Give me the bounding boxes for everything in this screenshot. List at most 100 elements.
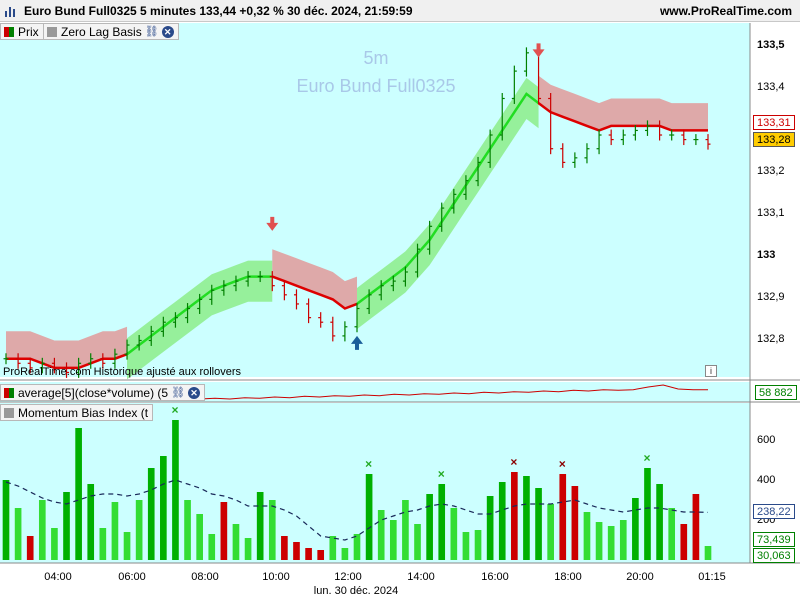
momentum-bar — [680, 524, 688, 560]
price-bar — [124, 339, 130, 360]
price-bar — [644, 120, 650, 136]
price-bar — [76, 357, 82, 378]
price-bar — [233, 275, 239, 292]
price-bar — [148, 325, 154, 346]
momentum-bar — [268, 500, 276, 560]
momentum-bar — [559, 474, 567, 560]
momentum-bar — [208, 534, 216, 560]
legend-momentum[interactable]: Momentum Bias Index (t — [0, 404, 154, 421]
momentum-bar — [135, 500, 143, 560]
site-name[interactable]: www.ProRealTime.com — [659, 4, 792, 18]
price-bar — [15, 353, 21, 369]
bull-band — [357, 77, 539, 330]
price-bar — [657, 120, 663, 141]
momentum-bar — [450, 508, 458, 560]
close-icon[interactable]: ✕ — [161, 25, 174, 38]
momentum-tick: 400 — [757, 474, 776, 486]
price-bar — [681, 129, 687, 146]
x-marker-icon: × — [510, 455, 517, 469]
price-bar — [306, 298, 312, 324]
momentum-bar — [692, 494, 700, 560]
price-bar — [390, 275, 396, 292]
price-tick: 133,5 — [757, 39, 785, 51]
momentum-bar — [402, 500, 409, 560]
price-bar — [209, 284, 215, 305]
momentum-bar — [511, 472, 518, 560]
price-bar — [620, 129, 626, 146]
momentum-bar — [256, 492, 264, 560]
price-bar — [596, 129, 602, 155]
momentum-bar — [305, 548, 312, 560]
momentum-bar — [438, 484, 446, 560]
price-bar — [366, 289, 372, 314]
momentum-bar — [474, 530, 482, 560]
momentum-bar — [26, 536, 34, 560]
price-tick: 133,4 — [757, 81, 785, 93]
watermark-timeframe: 5m — [363, 48, 389, 68]
price-bar — [669, 129, 675, 141]
price-bar — [705, 134, 711, 150]
legend-zero-lag[interactable]: Zero Lag Basis ⛓ ✕ — [43, 23, 179, 40]
momentum-bar — [389, 520, 397, 560]
last-price-tag: 133,28 — [753, 132, 795, 147]
price-tick: 132,8 — [757, 333, 785, 345]
price-bar — [3, 353, 9, 365]
price-bar — [693, 134, 699, 146]
momentum-bar — [656, 484, 663, 560]
price-bar — [548, 93, 554, 155]
green-red-square-icon — [4, 387, 14, 398]
price-bar — [632, 124, 638, 141]
time-tick: 01:15 — [698, 571, 726, 583]
legend-price[interactable]: Prix — [0, 23, 44, 40]
momentum-bar — [704, 546, 712, 560]
price-bar — [523, 47, 529, 77]
price-bar — [257, 271, 263, 283]
watermark-instrument: Euro Bund Full0325 — [296, 76, 456, 96]
price-bar — [354, 303, 360, 333]
link-icon[interactable]: ⛓ — [171, 387, 186, 399]
momentum-bar — [414, 524, 421, 560]
info-icon[interactable]: i — [705, 365, 717, 377]
price-bar — [427, 220, 433, 255]
close-icon[interactable]: ✕ — [188, 386, 201, 399]
momentum-bar — [51, 528, 58, 560]
price-bar — [185, 303, 191, 324]
price-layer — [3, 43, 711, 401]
price-bar — [269, 271, 275, 292]
momentum-bar — [220, 502, 228, 560]
bear-band — [6, 326, 128, 368]
x-marker-icon: × — [365, 457, 372, 471]
momentum-tick: 600 — [757, 434, 776, 446]
price-bar — [402, 266, 408, 287]
momentum-bar — [377, 510, 385, 560]
momentum-bar — [87, 484, 95, 560]
bar-chart-icon[interactable] — [4, 4, 18, 18]
price-bar — [499, 93, 505, 141]
price-bar — [51, 357, 57, 374]
momentum-bar — [426, 494, 433, 560]
legend-volume[interactable]: average[5](close*volume) (5 ⛓ ✕ — [0, 384, 206, 401]
legend-volume-label: average[5](close*volume) (5 — [18, 385, 169, 400]
price-bar — [560, 143, 566, 168]
momentum-bar — [2, 480, 10, 560]
price-bar — [439, 202, 445, 232]
momentum-bar — [160, 456, 167, 560]
grey-square-icon — [47, 26, 57, 37]
price-bar — [197, 293, 203, 314]
price-bar — [475, 156, 481, 187]
time-tick: 12:00 — [334, 571, 362, 583]
price-bar — [378, 280, 384, 301]
momentum-bar — [619, 520, 627, 560]
x-marker-icon: × — [559, 457, 566, 471]
momentum-bar — [75, 428, 82, 560]
price-bar — [572, 152, 578, 168]
momentum-bar — [196, 514, 203, 560]
price-bar — [330, 316, 336, 342]
price-bar — [463, 175, 469, 200]
momentum-bar — [668, 508, 676, 560]
time-tick: 10:00 — [262, 571, 290, 583]
up-arrow-icon — [351, 335, 363, 350]
green-red-square-icon — [4, 26, 14, 37]
link-icon[interactable]: ⛓ — [144, 26, 159, 38]
